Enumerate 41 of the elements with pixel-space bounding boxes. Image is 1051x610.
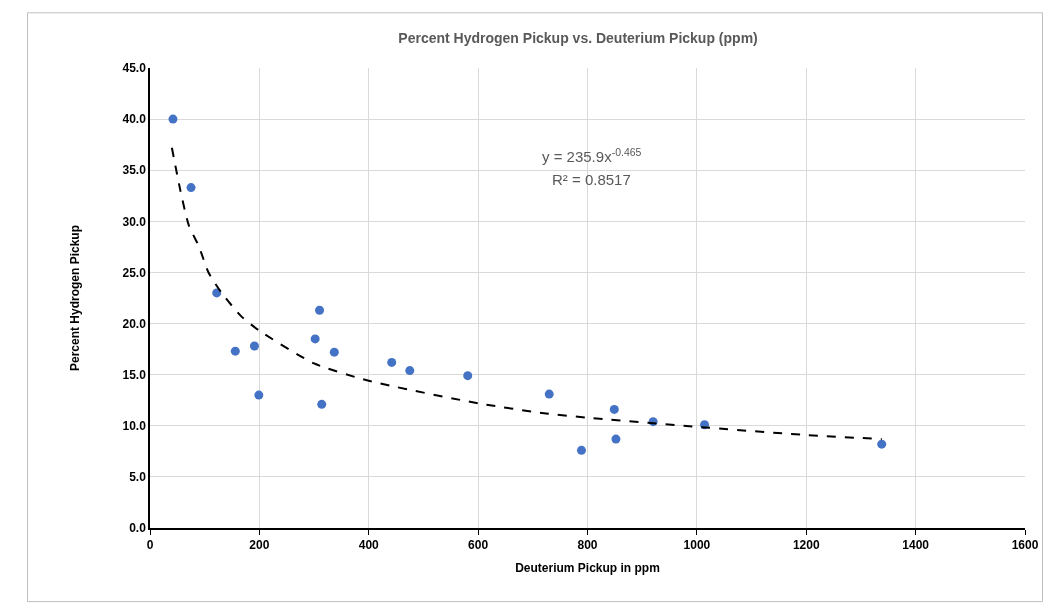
x-tick-label: 1200 [792, 538, 820, 553]
y-axis-title: Percent Hydrogen Pickup [68, 224, 83, 372]
point [249, 341, 259, 351]
chart-title: Percent Hydrogen Pickup vs. Deuterium Pickup (ppm) [398, 30, 758, 47]
y-tick-label: 35.0 [122, 163, 147, 178]
point [544, 389, 554, 399]
point [463, 371, 473, 381]
y-tick-label: 40.0 [122, 112, 147, 127]
point [315, 305, 325, 315]
point [611, 434, 621, 444]
x-tick-label: 1000 [683, 538, 711, 553]
x-tick-label: 200 [249, 538, 270, 553]
point [387, 357, 397, 367]
x-tick-label: 400 [358, 538, 380, 553]
point [186, 183, 196, 193]
x-tick-label: 600 [468, 538, 489, 553]
point [310, 334, 320, 344]
y-tick-label: 20.0 [122, 316, 147, 331]
point [317, 399, 327, 409]
x-tick-label: 1400 [902, 538, 930, 553]
point [405, 366, 415, 376]
y-tick-label: 15.0 [122, 367, 147, 382]
point [254, 390, 264, 400]
y-tick-label: 45.0 [122, 61, 147, 76]
point [230, 346, 240, 356]
point [168, 114, 178, 124]
annotation: R² = 0.8517 [552, 171, 631, 188]
x-axis-title: Deuterium Pickup in ppm [515, 560, 660, 575]
y-tick-label: 10.0 [122, 418, 147, 433]
y-tick-label: 0.0 [129, 521, 147, 536]
x-tick-label: 0 [146, 538, 154, 553]
point [576, 445, 586, 455]
y-tick-label: 5.0 [129, 470, 147, 485]
point [609, 404, 619, 414]
x-tick-label: 800 [577, 538, 598, 553]
x-tick-label: 1600 [1011, 538, 1039, 553]
y-tick-label: 30.0 [122, 214, 147, 229]
y-tick-label: 25.0 [122, 265, 147, 280]
point [329, 347, 339, 357]
point [877, 439, 887, 449]
annotation: y = 235.9x$^{-0.465}$ [542, 146, 642, 166]
